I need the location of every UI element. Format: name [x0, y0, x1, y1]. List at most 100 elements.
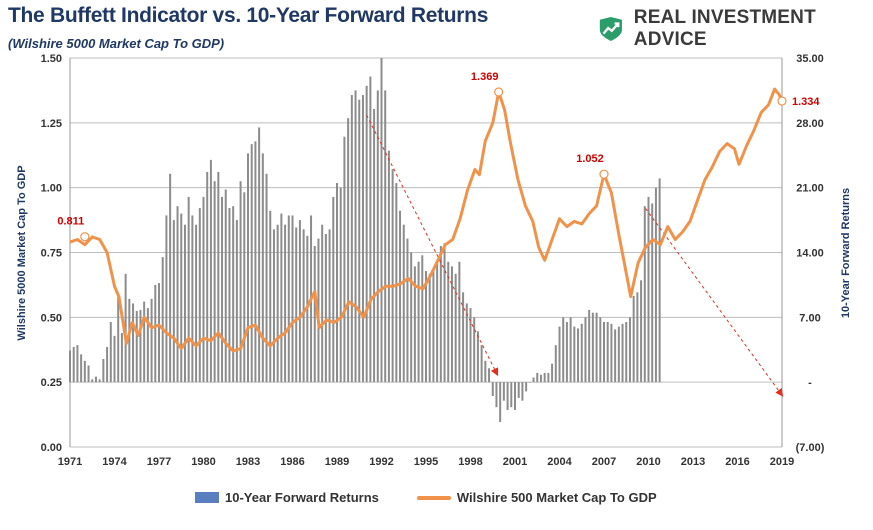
return-bar: [577, 328, 580, 383]
legend-item-returns: 10-Year Forward Returns: [195, 490, 379, 505]
return-bar: [321, 224, 324, 383]
return-bar: [272, 229, 275, 383]
return-bar: [640, 280, 643, 383]
return-bar: [551, 363, 554, 383]
return-bar: [235, 220, 238, 383]
return-bar: [488, 368, 491, 383]
return-bar: [347, 118, 350, 383]
return-bar: [221, 196, 224, 383]
right-tick-label: 35.00: [796, 53, 824, 65]
return-bar: [543, 372, 546, 383]
return-bar: [287, 215, 290, 383]
left-tick-label: 0.50: [41, 312, 62, 324]
return-bar: [428, 273, 431, 383]
return-bar: [224, 189, 227, 383]
return-bar: [213, 181, 216, 383]
return-bar: [354, 90, 357, 383]
legend-label-wilshire: Wilshire 500 Market Cap To GDP: [456, 490, 657, 505]
return-bar: [183, 224, 186, 383]
chart-subtitle: (Wilshire 5000 Market Cap To GDP): [8, 36, 225, 51]
return-bar: [209, 159, 212, 383]
return-bar: [573, 326, 576, 383]
return-bar: [172, 220, 175, 383]
return-bar: [302, 229, 305, 383]
return-bar: [295, 227, 298, 383]
return-bar: [339, 187, 342, 383]
return-bar: [109, 321, 112, 383]
brand-name: REAL INVESTMENT ADVICE: [633, 7, 816, 50]
annotation-label: 1.369: [471, 71, 499, 83]
return-bar: [495, 382, 498, 408]
return-bar: [506, 382, 509, 410]
return-bar: [502, 382, 505, 401]
right-axis-ticks: (7.00) - 7.00 14.00 21.00 28.00 35.00: [796, 53, 825, 454]
return-bar: [517, 382, 520, 398]
return-bar: [80, 354, 83, 383]
return-bar: [380, 58, 383, 383]
return-bar: [617, 326, 620, 383]
return-bar: [376, 90, 379, 383]
return-bar: [443, 243, 446, 383]
return-bar: [484, 360, 487, 383]
x-tick-label: 1989: [325, 456, 349, 468]
annotation-label: 1.052: [576, 153, 604, 165]
return-bar: [476, 331, 479, 383]
return-bar: [120, 333, 123, 383]
x-tick-label: 1986: [280, 456, 304, 468]
return-bar: [399, 210, 402, 383]
right-tick-label: 7.00: [799, 312, 820, 324]
left-tick-label: 0.75: [41, 248, 62, 260]
return-bar: [72, 346, 75, 383]
return-bar: [202, 196, 205, 383]
return-bar: [473, 317, 476, 383]
x-tick-label: 1992: [369, 456, 393, 468]
return-bar: [76, 345, 79, 383]
return-bar: [195, 224, 198, 383]
return-bar: [391, 169, 394, 383]
x-tick-label: 2016: [725, 456, 749, 468]
return-bar: [206, 171, 209, 383]
trend-arrow: [645, 208, 784, 397]
return-bar: [450, 266, 453, 383]
bars-series: [69, 58, 661, 422]
legend-bar-swatch: [195, 492, 219, 503]
return-bar: [625, 321, 628, 383]
legend: 10-Year Forward Returns Wilshire 500 Mar…: [195, 490, 695, 505]
annotation-marker: [80, 232, 90, 242]
return-bar: [480, 345, 483, 383]
rising-chart-logo-icon: [599, 17, 622, 41]
x-tick-label: 2001: [503, 456, 527, 468]
return-bar: [165, 215, 168, 383]
annotations: 0.811 1.369 1.052 1.334: [57, 71, 820, 242]
return-bar: [128, 298, 131, 383]
return-bar: [454, 273, 457, 383]
annotation-marker: [777, 96, 787, 106]
return-bar: [176, 206, 179, 383]
return-bar: [135, 310, 138, 383]
return-bar: [180, 213, 183, 383]
return-bar: [124, 273, 127, 383]
legend-line-swatch: [416, 495, 451, 500]
return-bar: [528, 382, 531, 383]
return-bar: [284, 224, 287, 383]
return-bar: [161, 257, 164, 383]
return-bar: [91, 379, 94, 383]
trend-arrow: [366, 114, 499, 377]
return-bar: [462, 292, 465, 383]
return-bar: [228, 208, 231, 383]
return-bar: [258, 127, 261, 383]
left-axis-title: Wilshire 5000 Market Cap To GDP: [16, 165, 28, 340]
return-bar: [239, 181, 242, 383]
return-bar: [532, 377, 535, 383]
return-bar: [332, 196, 335, 383]
trend-arrows: [366, 114, 784, 397]
return-bar: [87, 365, 90, 383]
return-bar: [217, 171, 220, 383]
legend-label-returns: 10-Year Forward Returns: [225, 490, 379, 505]
x-tick-label: 1974: [102, 456, 127, 468]
return-bar: [406, 238, 409, 383]
return-bar: [117, 296, 120, 383]
return-bar: [595, 312, 598, 383]
return-bar: [269, 210, 272, 383]
left-tick-label: 1.00: [41, 183, 62, 195]
